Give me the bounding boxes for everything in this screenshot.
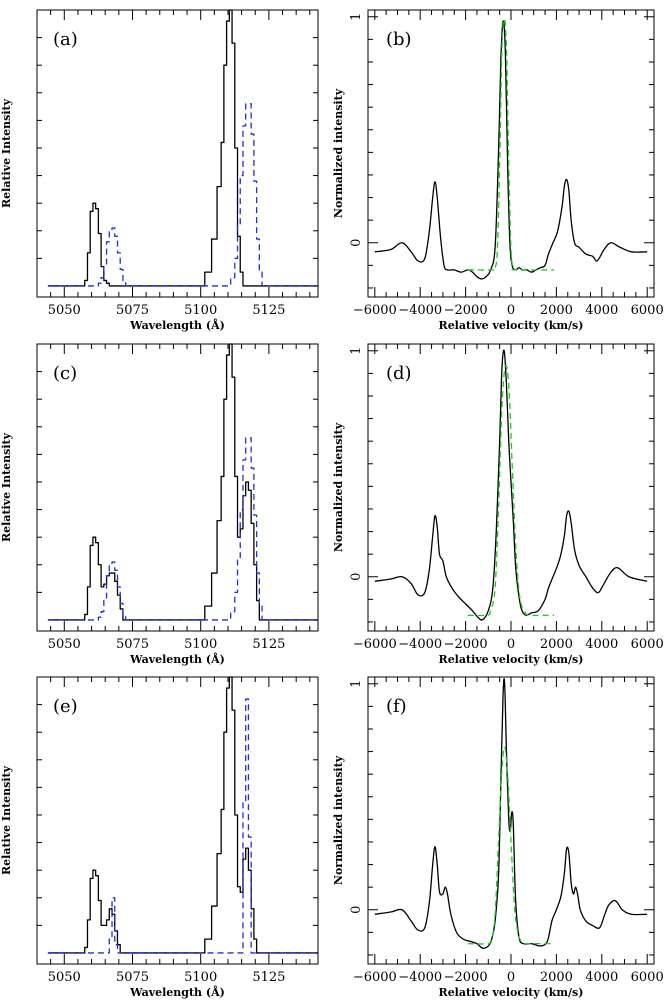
x-axis-label: Relative velocity (km/s) xyxy=(439,986,584,999)
x-tick-label: 5100 xyxy=(184,303,217,318)
x-tick-label: 5100 xyxy=(184,970,217,985)
x-tick-label: 4000 xyxy=(585,637,618,652)
x-axis-label: Relative velocity (km/s) xyxy=(439,319,584,332)
x-tick-label: 6000 xyxy=(631,970,664,985)
x-tick-label: 5075 xyxy=(116,637,149,652)
x-tick-label: 0 xyxy=(507,303,515,318)
x-tick-label: 5075 xyxy=(116,970,149,985)
y-axis-label: Normalized intensity xyxy=(332,422,345,552)
x-tick-label: 0 xyxy=(507,970,515,985)
x-tick-label: 6000 xyxy=(631,303,664,318)
model-blue-series-line xyxy=(47,103,318,287)
model-green-series-line xyxy=(467,746,555,945)
x-tick-label: −6000 xyxy=(353,637,397,652)
x-tick-label: 5050 xyxy=(48,970,81,985)
panel-c: 5050 5075 5100 5125 Wavelength (Å) Relative I… xyxy=(0,343,319,666)
x-tick-label: 4000 xyxy=(585,303,618,318)
y-tick-label: 0 xyxy=(349,573,364,581)
x-tick-label: 2000 xyxy=(540,637,573,652)
panel-d: −6000 −4000 −2000 0 2000 4000 6000 0 1 Relative v… xyxy=(332,343,664,666)
x-tick-label: −4000 xyxy=(398,970,442,985)
panel-label: (f) xyxy=(386,696,407,717)
observed-series-line xyxy=(374,678,648,949)
x-tick-label: 2000 xyxy=(540,970,573,985)
y-tick-label: 1 xyxy=(349,680,364,688)
x-tick-label: −2000 xyxy=(444,303,488,318)
panel-label: (a) xyxy=(53,29,78,50)
x-tick-label: −6000 xyxy=(353,970,397,985)
observed-series-line xyxy=(374,349,648,621)
model-green-series-line xyxy=(467,18,555,271)
panel-f: −6000 −4000 −2000 0 2000 4000 6000 0 1 Relative v… xyxy=(332,676,664,999)
model-green-series-line xyxy=(467,364,555,617)
plot-frame xyxy=(36,343,319,632)
plot-frame xyxy=(36,676,319,965)
panel-e: 5050 5075 5100 5125 Wavelength (Å) Relative I… xyxy=(0,676,319,999)
x-tick-label: 5100 xyxy=(184,637,217,652)
x-tick-label: 5075 xyxy=(116,303,149,318)
y-axis-label: Relative Intensity xyxy=(0,98,13,208)
x-tick-label: 4000 xyxy=(585,970,618,985)
x-tick-label: 5050 xyxy=(48,637,81,652)
y-axis-label: Normalized intensity xyxy=(332,88,345,218)
x-tick-label: 5125 xyxy=(252,970,285,985)
x-tick-label: −2000 xyxy=(444,970,488,985)
y-axis-label: Relative Intensity xyxy=(0,432,13,542)
panel-b: −6000 −4000 −2000 0 2000 4000 6000 0 1 Relative v… xyxy=(332,9,664,332)
x-tick-label: −6000 xyxy=(353,303,397,318)
y-tick-label: 1 xyxy=(349,13,364,21)
x-tick-label: 2000 xyxy=(540,303,573,318)
panel-a: 5050 5075 5100 5125 Wavelength (Å) Relative I… xyxy=(0,9,319,332)
observed-series-line xyxy=(374,20,648,280)
x-tick-label: 0 xyxy=(507,637,515,652)
x-tick-label: 6000 xyxy=(631,637,664,652)
y-tick-label: 1 xyxy=(349,347,364,355)
x-axis-label: Wavelength (Å) xyxy=(129,652,225,666)
observed-series-line xyxy=(47,9,318,287)
y-axis-label: Normalized intensity xyxy=(332,755,345,885)
observed-series-line xyxy=(47,343,318,621)
y-tick-label: 0 xyxy=(349,906,364,914)
x-tick-label: −2000 xyxy=(444,637,488,652)
panel-label: (b) xyxy=(386,29,412,50)
y-axis-label: Relative Intensity xyxy=(0,765,13,875)
x-tick-label: −4000 xyxy=(398,637,442,652)
x-tick-label: 5125 xyxy=(252,303,285,318)
x-tick-label: 5125 xyxy=(252,637,285,652)
x-tick-label: −4000 xyxy=(398,303,442,318)
x-tick-label: 5050 xyxy=(48,303,81,318)
x-axis-label: Wavelength (Å) xyxy=(129,985,225,999)
model-blue-series-line xyxy=(47,698,318,954)
y-tick-label: 0 xyxy=(349,239,364,247)
panel-label: (c) xyxy=(53,363,77,384)
plot-frame xyxy=(36,9,319,298)
observed-series-line xyxy=(47,676,318,954)
panel-label: (d) xyxy=(386,363,412,384)
x-axis-label: Wavelength (Å) xyxy=(129,318,225,332)
model-blue-series-line xyxy=(47,437,318,621)
x-axis-label: Relative velocity (km/s) xyxy=(439,653,584,666)
panel-label: (e) xyxy=(53,696,78,717)
